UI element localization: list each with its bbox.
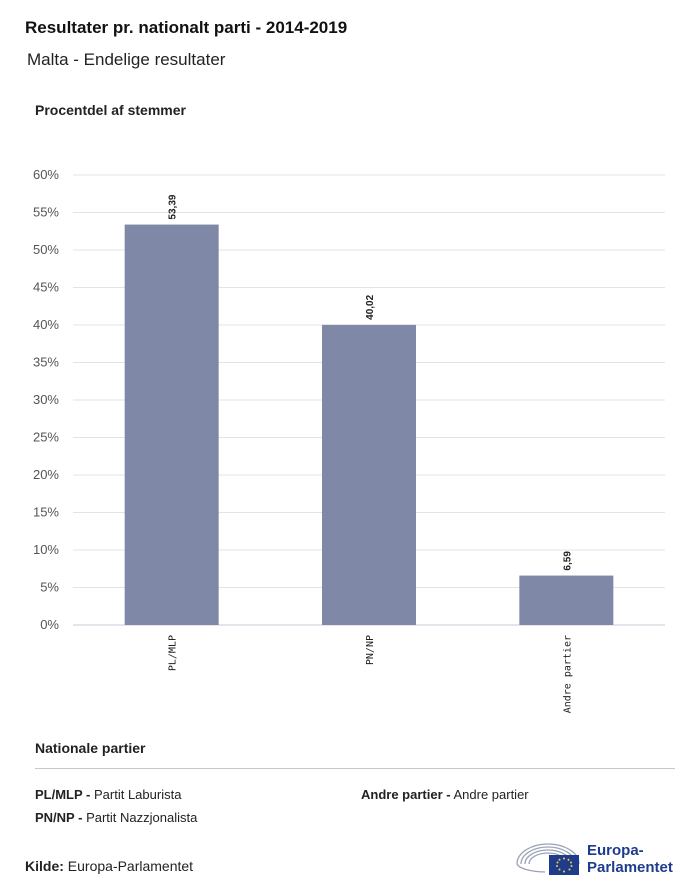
y-tick-label: 0% [40,617,59,632]
legend-title: Nationale partier [35,740,146,756]
bar-chart: 0% 5% 10% 15% 20% 25% 30% 35% 40% 45% 50% 55% 60% 53,… [33,167,665,713]
chart-title: Resultater pr. nationalt parti - 2014-20… [25,18,348,37]
source-label: Kilde: [25,858,64,874]
source-note: Kilde: Europa-Parlamentet [25,858,193,874]
legend-item-pn-np: PN/NP - Partit Nazzjonalista [35,810,197,825]
parliament-emblem-icon [516,843,580,875]
y-tick-label: 50% [33,242,59,257]
legend-abbr: PN/NP - [35,810,83,825]
logo-line-2: Parlamentet [587,859,673,876]
y-tick-label: 20% [33,467,59,482]
x-category-label: PL/MLP [168,635,179,671]
x-category-label: Andre partier [562,635,573,713]
y-tick-label: 60% [33,167,59,182]
y-tick-label: 5% [40,580,59,595]
logo-text: Europa- Parlamentet [587,842,673,876]
x-category-label: PN/NP [365,635,376,665]
y-tick-label: 45% [33,280,59,295]
europarl-logo: Europa- Parlamentet [515,838,685,878]
bar-value-label: 53,39 [168,194,179,219]
bar [124,224,219,625]
legend-name: Partit Laburista [94,787,182,802]
legend-abbr: PL/MLP - [35,787,91,802]
y-tick-label: 10% [33,542,59,557]
y-tick-label: 55% [33,205,59,220]
bar [519,575,614,625]
bar-value-label: 40,02 [365,294,376,319]
y-tick-label: 25% [33,430,59,445]
bar-value-label: 6,59 [562,551,573,571]
y-tick-label: 30% [33,392,59,407]
legend-name: Andre partier [453,787,529,802]
y-axis-label: Procentdel af stemmer [35,102,186,118]
source-value: Europa-Parlamentet [67,858,194,874]
legend-abbr: Andre partier - [361,787,451,802]
chart-subtitle: Malta - Endelige resultater [27,50,226,69]
legend-name: Partit Nazzjonalista [86,810,198,825]
logo-line-1: Europa- [587,842,644,859]
y-tick-label: 40% [33,317,59,332]
legend-item-andre-partier: Andre partier - Andre partier [361,787,529,802]
bar [322,324,416,625]
legend-item-pl-mlp: PL/MLP - Partit Laburista [35,787,181,802]
y-tick-label: 35% [33,355,59,370]
y-tick-label: 15% [33,505,59,520]
legend-divider [35,768,675,769]
